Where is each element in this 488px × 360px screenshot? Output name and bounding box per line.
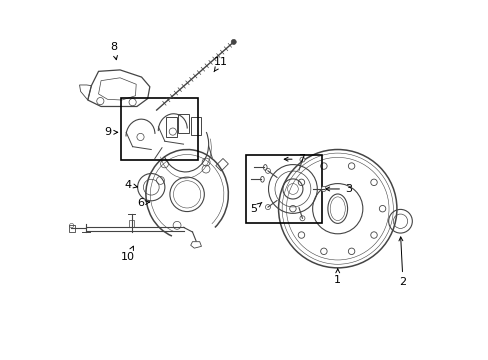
Text: 5: 5: [249, 202, 262, 215]
Text: 6: 6: [137, 198, 149, 208]
Bar: [165, 117, 177, 137]
Text: 1: 1: [334, 269, 341, 285]
Circle shape: [299, 157, 305, 162]
Bar: [246, 155, 321, 223]
Text: 3: 3: [325, 184, 351, 194]
Bar: [129, 220, 134, 227]
Text: 11: 11: [214, 57, 228, 72]
Circle shape: [265, 168, 270, 174]
Bar: [190, 117, 201, 135]
Text: 2: 2: [398, 237, 406, 287]
Text: 10: 10: [121, 246, 135, 262]
Circle shape: [299, 216, 305, 221]
Text: 4: 4: [124, 180, 137, 190]
Circle shape: [231, 40, 236, 44]
Text: 8: 8: [110, 42, 117, 60]
Text: 9: 9: [104, 127, 118, 137]
Text: 7: 7: [284, 154, 304, 164]
Circle shape: [321, 186, 325, 192]
Bar: [121, 98, 198, 160]
Circle shape: [265, 204, 270, 210]
Bar: [178, 114, 188, 134]
Bar: [69, 225, 74, 232]
